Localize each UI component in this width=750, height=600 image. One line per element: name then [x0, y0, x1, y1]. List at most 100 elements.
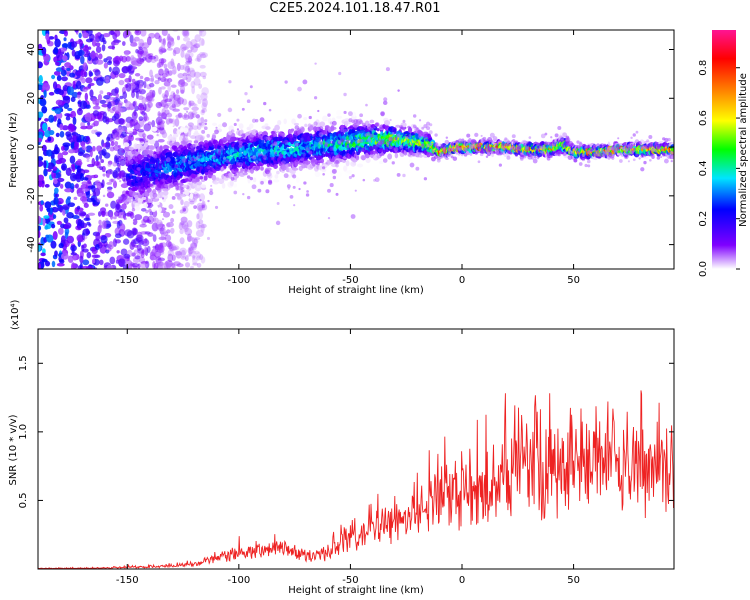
spectral-blob	[121, 203, 127, 210]
spectral-blob	[103, 62, 108, 69]
spectral-blob	[64, 188, 73, 193]
spectral-blob	[85, 266, 94, 269]
spectral-blob	[149, 69, 153, 78]
spectral-blob	[89, 51, 96, 59]
spectral-blob	[58, 242, 64, 249]
spectral-blob	[100, 159, 105, 163]
spectral-blob	[148, 149, 154, 155]
spectral-blob	[180, 199, 184, 206]
spectral-blob	[190, 242, 197, 251]
spectral-blob	[85, 38, 93, 43]
spectral-blob	[66, 235, 75, 244]
spectral-blob	[63, 217, 69, 224]
spectral-blob	[387, 153, 393, 160]
spectral-blob	[84, 92, 89, 101]
spectral-blob	[113, 60, 120, 67]
spectral-blob	[65, 131, 72, 137]
spectral-blob	[196, 181, 203, 186]
spectral-blob	[141, 238, 150, 247]
spectral-blob	[167, 33, 171, 41]
spectral-blob	[177, 112, 182, 118]
spectral-blob	[95, 46, 102, 53]
spectral-blob	[40, 200, 44, 205]
spectral-blob	[97, 211, 102, 217]
spectral-blob	[134, 244, 138, 248]
spectral-blob	[174, 250, 182, 256]
spectral-blob	[179, 237, 185, 245]
spectral-blob	[193, 71, 201, 78]
spectral-blob	[160, 86, 166, 90]
spectral-blob	[38, 174, 44, 182]
spectral-blob	[42, 122, 48, 132]
spectral-blob	[102, 143, 107, 148]
spectral-blob	[188, 197, 196, 203]
spectral-blob	[98, 154, 103, 160]
spectral-blob	[75, 160, 83, 166]
spectral-blob	[182, 76, 188, 81]
spectral-blob	[187, 55, 193, 63]
spectral-blob	[190, 46, 194, 51]
spectral-blob	[118, 72, 126, 79]
spectral-blob	[167, 36, 174, 46]
spectral-blob	[175, 185, 184, 191]
spectral-blob	[183, 184, 188, 189]
spectral-blob	[53, 70, 61, 76]
spectral-blob	[101, 44, 106, 52]
spectral-blob	[249, 123, 254, 129]
spectral-blob	[148, 145, 155, 150]
spectral-blob	[146, 134, 154, 140]
spectral-blob	[55, 132, 60, 138]
spectral-blob	[186, 220, 193, 228]
spectral-blob	[201, 38, 205, 47]
spectral-blob	[188, 100, 192, 108]
spectral-blob	[143, 246, 148, 256]
spectral-blob	[158, 35, 162, 43]
spectral-blob	[135, 30, 140, 34]
spectral-blob	[197, 55, 201, 61]
spectral-blob	[101, 220, 107, 230]
spectral-blob	[144, 180, 151, 185]
spectral-blob	[46, 168, 52, 172]
spectral-blob	[188, 124, 193, 132]
spectral-blob	[173, 47, 181, 55]
spectral-blob	[200, 256, 206, 264]
spectral-blob	[69, 182, 75, 190]
spectral-blob	[303, 116, 308, 121]
spectral-blob	[156, 219, 163, 229]
spectral-blob	[196, 213, 200, 220]
spectral-blob	[96, 132, 101, 138]
spectral-blob	[105, 116, 110, 125]
spectral-blob	[73, 196, 78, 201]
spectral-blob	[57, 227, 64, 235]
spectral-blob	[68, 149, 76, 154]
spectral-blob	[273, 179, 280, 183]
spectral-blob	[179, 247, 187, 256]
spectral-blob	[112, 171, 120, 178]
spectral-blob	[168, 177, 173, 184]
spectral-blob	[181, 98, 188, 106]
spectral-blob	[124, 50, 130, 56]
spectral-blob	[95, 155, 99, 162]
spectral-blob	[223, 194, 229, 200]
spectral-blob	[188, 52, 194, 58]
spectral-blob	[81, 244, 85, 252]
spectral-blob	[260, 166, 264, 171]
spectral-blob	[56, 262, 65, 267]
spectral-blob	[198, 83, 203, 89]
spectral-blob	[93, 161, 100, 167]
spectral-blob	[43, 89, 47, 99]
spectral-blob	[123, 142, 130, 147]
spectral-blob	[187, 67, 195, 73]
spectral-blob	[52, 81, 58, 90]
spectral-blob	[140, 30, 147, 37]
spectral-blob	[165, 240, 172, 248]
spectral-blob	[54, 38, 61, 48]
spectral-blob	[184, 54, 191, 60]
spectral-blob	[296, 176, 300, 184]
spectral-blob	[274, 174, 279, 179]
spectral-blob	[91, 39, 97, 47]
spectral-blob	[196, 252, 202, 259]
spectral-blob	[80, 196, 88, 202]
spectral-blob	[59, 183, 64, 189]
spectral-blob	[369, 119, 375, 124]
